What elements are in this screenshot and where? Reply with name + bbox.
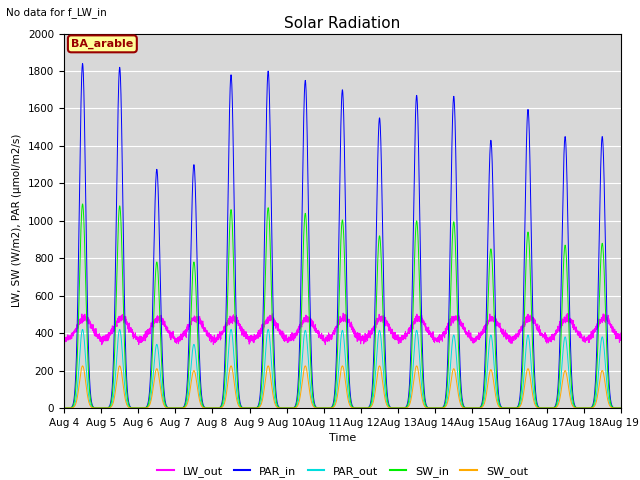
SW_in	[79, 201, 86, 207]
SW_in	[436, 405, 444, 411]
PAR_out	[322, 405, 330, 411]
Line: PAR_in: PAR_in	[64, 63, 621, 408]
SW_out	[436, 405, 444, 411]
PAR_out	[616, 405, 624, 411]
SW_in	[617, 405, 625, 411]
LW_out	[617, 330, 625, 336]
Line: LW_out: LW_out	[64, 313, 621, 345]
SW_in	[467, 405, 475, 411]
SW_out	[322, 405, 330, 411]
SW_out	[60, 405, 68, 411]
PAR_in	[161, 391, 168, 396]
Text: BA_arable: BA_arable	[71, 39, 134, 49]
LW_out	[98, 342, 106, 348]
PAR_out	[134, 405, 142, 411]
PAR_out	[79, 326, 86, 332]
PAR_in	[134, 405, 142, 411]
PAR_in	[322, 405, 330, 411]
SW_in	[616, 405, 624, 411]
Title: Solar Radiation: Solar Radiation	[284, 16, 401, 31]
LW_out	[436, 335, 444, 340]
X-axis label: Time: Time	[329, 433, 356, 443]
PAR_out	[60, 405, 68, 411]
PAR_in	[616, 405, 624, 411]
SW_out	[79, 363, 86, 369]
PAR_in	[79, 60, 86, 66]
SW_out	[160, 403, 168, 408]
PAR_out	[161, 401, 168, 407]
SW_in	[322, 405, 330, 411]
SW_out	[499, 405, 507, 411]
PAR_out	[617, 405, 625, 411]
SW_out	[172, 405, 179, 411]
SW_in	[134, 405, 142, 411]
Line: SW_in: SW_in	[64, 204, 621, 408]
PAR_in	[60, 405, 68, 411]
PAR_out	[499, 405, 507, 411]
PAR_in	[617, 405, 625, 411]
PAR_in	[499, 405, 507, 411]
SW_out	[616, 405, 624, 411]
SW_in	[161, 396, 168, 402]
Legend: LW_out, PAR_in, PAR_out, SW_in, SW_out: LW_out, PAR_in, PAR_out, SW_in, SW_out	[152, 461, 532, 480]
PAR_out	[436, 405, 444, 411]
PAR_in	[436, 405, 444, 411]
LW_out	[467, 336, 475, 341]
SW_in	[60, 405, 68, 411]
Y-axis label: LW, SW (W/m2), PAR (μmol/m2/s): LW, SW (W/m2), PAR (μmol/m2/s)	[12, 134, 22, 308]
Line: SW_out: SW_out	[64, 366, 621, 408]
LW_out	[339, 310, 347, 316]
SW_out	[617, 405, 625, 411]
LW_out	[322, 334, 330, 340]
LW_out	[160, 320, 168, 325]
PAR_in	[467, 405, 475, 411]
Line: PAR_out: PAR_out	[64, 329, 621, 408]
LW_out	[499, 331, 507, 337]
LW_out	[60, 336, 68, 342]
SW_out	[467, 405, 475, 411]
Text: No data for f_LW_in: No data for f_LW_in	[6, 7, 107, 18]
LW_out	[616, 336, 624, 341]
PAR_out	[467, 405, 475, 411]
SW_in	[499, 405, 507, 411]
